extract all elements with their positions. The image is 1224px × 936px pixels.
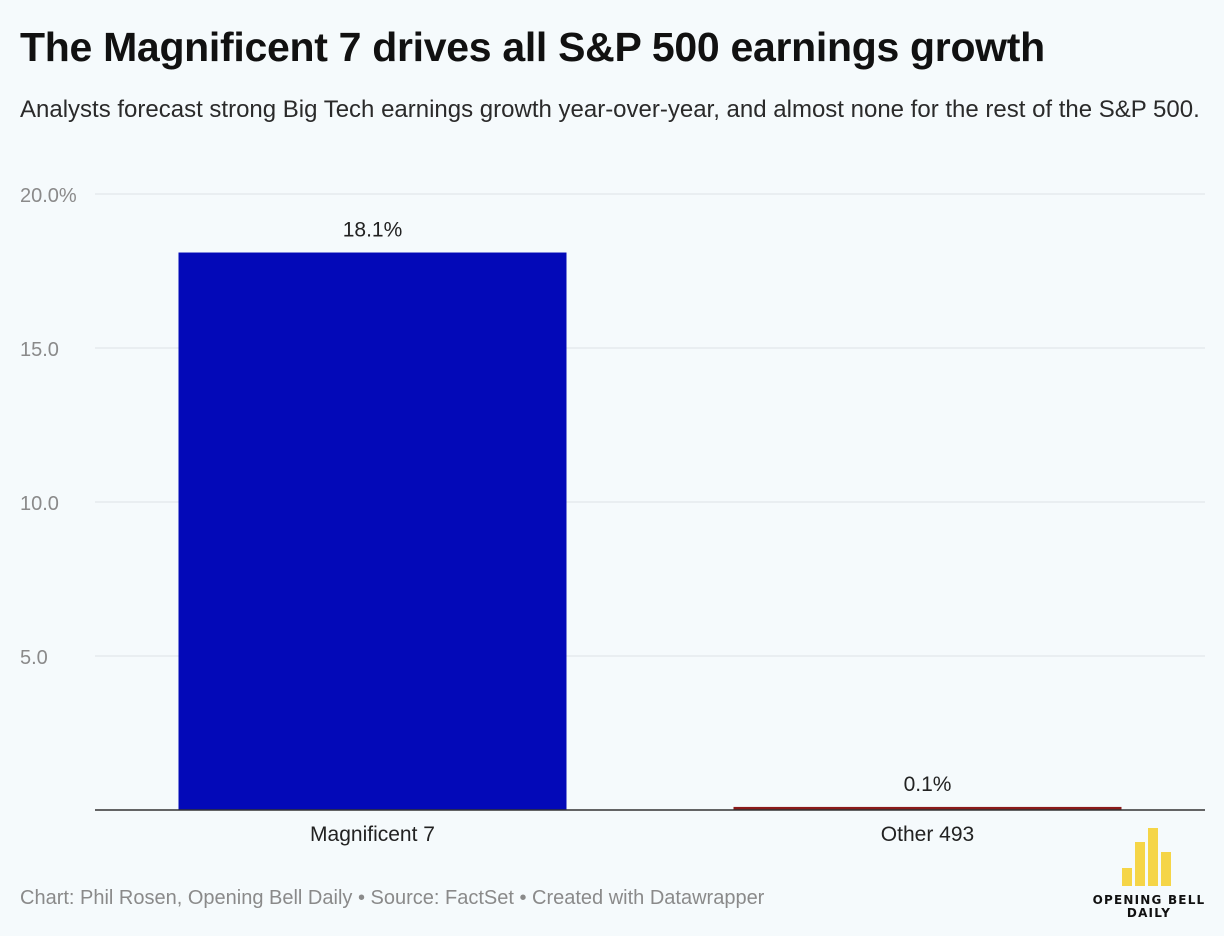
chart-subtitle: Analysts forecast strong Big Tech earnin… [20,96,1200,123]
y-tick-label: 20.0% [20,185,77,207]
y-tick-label: 10.0 [20,493,59,515]
logo-text: OPENING BELL DAILY [1084,894,1214,920]
opening-bell-daily-logo: OPENING BELL DAILY [1084,828,1214,928]
y-tick-label: 5.0 [20,647,48,669]
y-tick-label: 15.0 [20,339,59,361]
logo-bars-icon [1122,828,1182,886]
bar [178,252,567,810]
logo-text-line-1: OPENING BELL [1092,893,1206,907]
x-tick-label: Magnificent 7 [310,823,435,846]
logo-text-line-2: DAILY [1126,906,1172,920]
bar-value-label: 0.1% [904,773,952,796]
bar [733,806,1122,810]
x-tick-label: Other 493 [881,823,974,846]
bar-value-label: 18.1% [343,219,403,242]
chart-credits: Chart: Phil Rosen, Opening Bell Daily • … [20,887,765,909]
chart-title: The Magnificent 7 drives all S&P 500 ear… [20,24,1045,70]
